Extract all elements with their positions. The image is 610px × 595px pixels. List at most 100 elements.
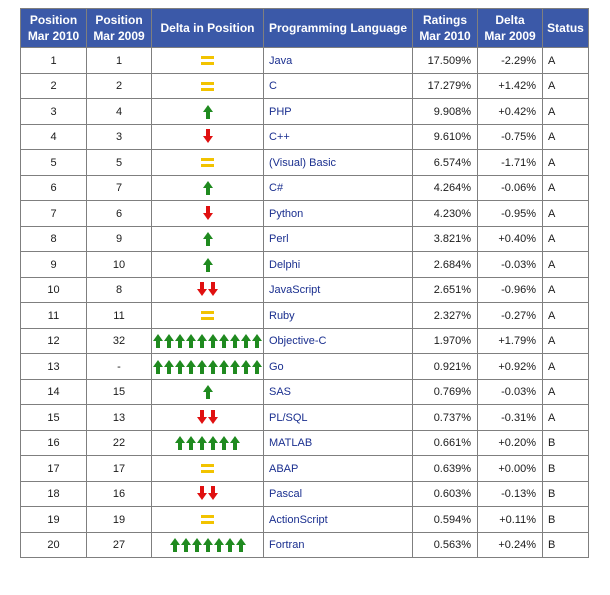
position-2009-cell: 7 xyxy=(86,175,152,201)
delta-position-cell xyxy=(151,328,264,354)
rating-cell: 17.509% xyxy=(412,47,478,74)
status-cell: A xyxy=(542,149,589,176)
header-status: Status xyxy=(542,8,589,48)
delta-position-cell xyxy=(151,302,264,329)
language-cell: SAS xyxy=(263,379,413,405)
rating-cell: 0.661% xyxy=(412,430,478,456)
arrow-up-icon xyxy=(197,359,207,374)
delta-2009-cell: -0.75% xyxy=(477,124,543,150)
arrow-up-icon xyxy=(219,436,229,451)
rating-cell: 2.651% xyxy=(412,277,478,303)
position-2010-cell: 4 xyxy=(20,124,87,150)
delta-position-cell xyxy=(151,430,264,456)
delta-position-cell xyxy=(151,124,264,150)
table-row: 3 4 PHP 9.908% +0.42% A xyxy=(20,98,589,125)
position-2010-cell: 12 xyxy=(20,328,87,354)
position-2009-cell: 32 xyxy=(86,328,152,354)
status-cell: A xyxy=(542,200,589,227)
table-row: 12 32 Objective-C 1.970% +1.79% A xyxy=(20,328,589,354)
language-cell: Perl xyxy=(263,226,413,252)
trend-indicator xyxy=(201,53,214,69)
rating-cell: 9.908% xyxy=(412,98,478,125)
delta-2009-cell: +0.00% xyxy=(477,455,543,482)
delta-2009-cell: -0.27% xyxy=(477,302,543,329)
language-cell: Pascal xyxy=(263,481,413,507)
rating-cell: 0.769% xyxy=(412,379,478,405)
position-2009-cell: 22 xyxy=(86,430,152,456)
rating-cell: 0.563% xyxy=(412,532,478,558)
position-2009-cell: 19 xyxy=(86,506,152,533)
delta-position-cell xyxy=(151,47,264,74)
trend-indicator xyxy=(201,78,214,94)
status-cell: A xyxy=(542,379,589,405)
trend-indicator xyxy=(202,204,213,220)
position-2009-cell: 10 xyxy=(86,251,152,278)
position-2010-cell: 13 xyxy=(20,353,87,380)
position-2009-cell: 3 xyxy=(86,124,152,150)
position-2010-cell: 1 xyxy=(20,47,87,74)
rating-cell: 0.921% xyxy=(412,353,478,380)
arrow-up-icon xyxy=(202,181,213,196)
delta-position-cell xyxy=(151,98,264,125)
header-delta-position: Delta in Position xyxy=(151,8,264,48)
status-cell: A xyxy=(542,73,589,99)
trend-indicator xyxy=(197,485,218,501)
delta-2009-cell: +0.24% xyxy=(477,532,543,558)
arrow-up-icon xyxy=(180,538,191,553)
delta-position-cell xyxy=(151,455,264,482)
trend-indicator xyxy=(201,512,214,528)
language-cell: Delphi xyxy=(263,251,413,278)
table-row: 14 15 SAS 0.769% -0.03% A xyxy=(20,379,589,405)
arrow-up-icon xyxy=(208,359,218,374)
table-row: 9 10 Delphi 2.684% -0.03% A xyxy=(20,251,589,278)
header-ratings: Ratings Mar 2010 xyxy=(412,8,478,48)
delta-position-cell xyxy=(151,251,264,278)
arrow-up-icon xyxy=(164,334,174,349)
delta-position-cell xyxy=(151,353,264,380)
status-cell: A xyxy=(542,251,589,278)
position-2009-cell: 15 xyxy=(86,379,152,405)
arrow-up-icon xyxy=(219,334,229,349)
equal-icon xyxy=(201,515,214,524)
arrow-down-icon xyxy=(197,409,207,424)
rating-cell: 2.684% xyxy=(412,251,478,278)
position-2009-cell: 5 xyxy=(86,149,152,176)
delta-position-cell xyxy=(151,481,264,507)
status-cell: A xyxy=(542,404,589,431)
arrow-up-icon xyxy=(175,359,185,374)
delta-position-cell xyxy=(151,149,264,176)
trend-indicator xyxy=(201,461,214,477)
status-cell: A xyxy=(542,353,589,380)
language-cell: PHP xyxy=(263,98,413,125)
arrow-up-icon xyxy=(208,436,218,451)
table-row: 15 13 PL/SQL 0.737% -0.31% A xyxy=(20,404,589,431)
language-cell: Python xyxy=(263,200,413,227)
delta-2009-cell: -0.31% xyxy=(477,404,543,431)
table-row: 6 7 C# 4.264% -0.06% A xyxy=(20,175,589,201)
position-2010-cell: 15 xyxy=(20,404,87,431)
arrow-down-icon xyxy=(208,409,218,424)
header-position-2009-line2: Mar 2009 xyxy=(93,29,145,43)
position-2010-cell: 5 xyxy=(20,149,87,176)
trend-indicator xyxy=(202,232,213,248)
rating-cell: 1.970% xyxy=(412,328,478,354)
header-position-2010-line2: Mar 2010 xyxy=(27,29,80,43)
position-2009-cell: 4 xyxy=(86,98,152,125)
delta-position-cell xyxy=(151,73,264,99)
trend-indicator xyxy=(169,538,246,554)
arrow-up-icon xyxy=(175,436,185,451)
trend-indicator xyxy=(153,359,262,375)
arrow-up-icon xyxy=(153,334,163,349)
arrow-up-icon xyxy=(230,436,240,451)
position-2010-cell: 19 xyxy=(20,506,87,533)
equal-icon xyxy=(201,81,214,91)
status-cell: A xyxy=(542,226,589,252)
arrow-up-icon xyxy=(186,334,196,349)
table-body: 1 1 Java 17.509% -2.29% A 2 2 C 17.279% +1.42% A 3 4 P… xyxy=(20,47,589,558)
language-cell: MATLAB xyxy=(263,430,413,456)
header-delta-2009-line1: Delta xyxy=(495,13,525,27)
delta-2009-cell: +1.79% xyxy=(477,328,543,354)
status-cell: A xyxy=(542,47,589,74)
trend-indicator xyxy=(175,436,240,452)
arrow-up-icon xyxy=(252,359,262,374)
